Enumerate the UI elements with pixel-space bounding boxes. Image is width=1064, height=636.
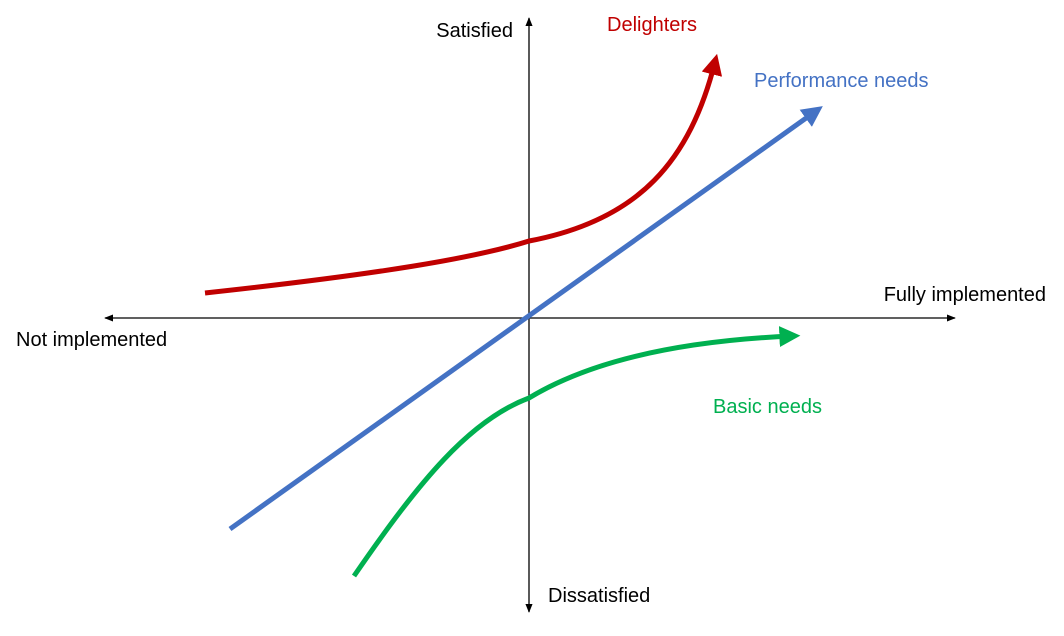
fully-implemented-label: Fully implemented <box>884 284 1046 306</box>
not-implemented-label: Not implemented <box>16 329 167 351</box>
basic-needs-curve <box>351 326 801 578</box>
performance-needs-line <box>228 106 823 532</box>
performance-needs-label: Performance needs <box>754 70 929 92</box>
delighters-curve <box>204 53 723 296</box>
delighters-label: Delighters <box>607 14 697 36</box>
basic-needs-label: Basic needs <box>713 396 822 418</box>
dissatisfied-label: Dissatisfied <box>548 585 650 607</box>
satisfied-label: Satisfied <box>436 20 513 42</box>
